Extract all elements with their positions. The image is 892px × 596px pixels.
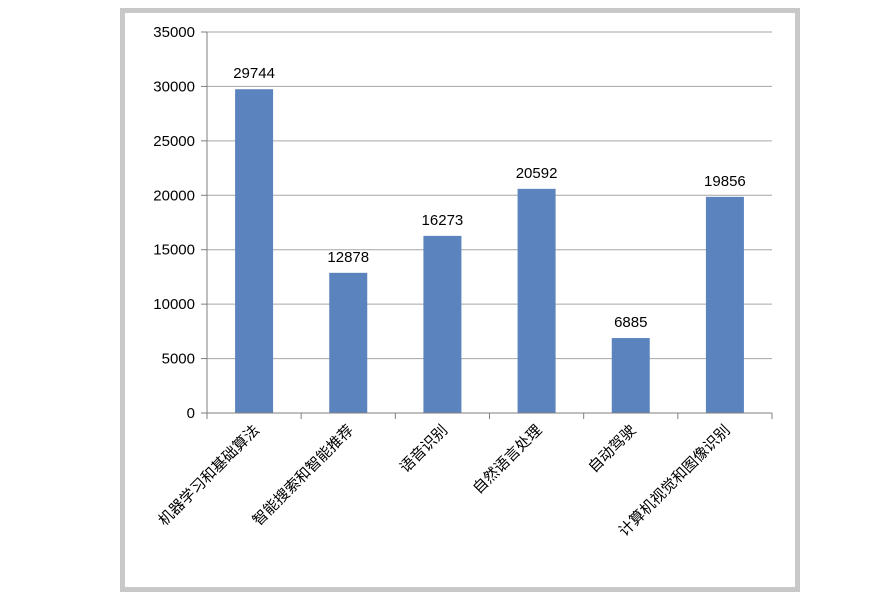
y-tick-label: 20000: [153, 187, 195, 204]
grid-lines: [207, 31, 772, 360]
bar: [611, 338, 650, 413]
data-label: 19856: [704, 173, 746, 190]
x-category-label: 语音识别: [396, 421, 451, 476]
bar: [235, 89, 274, 413]
data-label: 16273: [422, 212, 464, 229]
data-label: 6885: [614, 314, 647, 331]
x-category-label: 自动驾驶: [584, 421, 639, 476]
bar-chart: 0 5000 10000 15000 20000 25000 30000 35000 2974…: [153, 24, 773, 540]
bar: [705, 196, 744, 413]
chart-frame: 0 5000 10000 15000 20000 25000 30000 35000 2974…: [120, 8, 800, 592]
data-label: 29744: [233, 65, 275, 82]
x-category-label: 自然语言处理: [469, 421, 545, 497]
y-tick-label: 30000: [153, 78, 195, 95]
y-tick-label: 35000: [153, 24, 195, 41]
y-tick-label: 25000: [153, 133, 195, 150]
y-tick-label: 0: [187, 405, 195, 422]
x-category-label: 机器学习和基础算法: [155, 421, 263, 529]
x-category-label: 智能搜索和智能推荐: [249, 421, 357, 529]
data-label: 20592: [516, 165, 558, 182]
y-axis-ticks: 0 5000 10000 15000 20000 25000 30000 35000: [153, 24, 207, 422]
bar: [517, 188, 556, 413]
y-tick-label: 5000: [162, 351, 195, 368]
axes: [206, 32, 773, 419]
bars: [235, 89, 744, 413]
y-tick-label: 10000: [153, 296, 195, 313]
bar: [423, 235, 462, 413]
bar: [329, 272, 368, 413]
data-label: 12878: [327, 249, 369, 266]
y-tick-label: 15000: [153, 242, 195, 259]
data-labels: 29744 12878 16273 20592 6885 19856: [233, 65, 746, 331]
